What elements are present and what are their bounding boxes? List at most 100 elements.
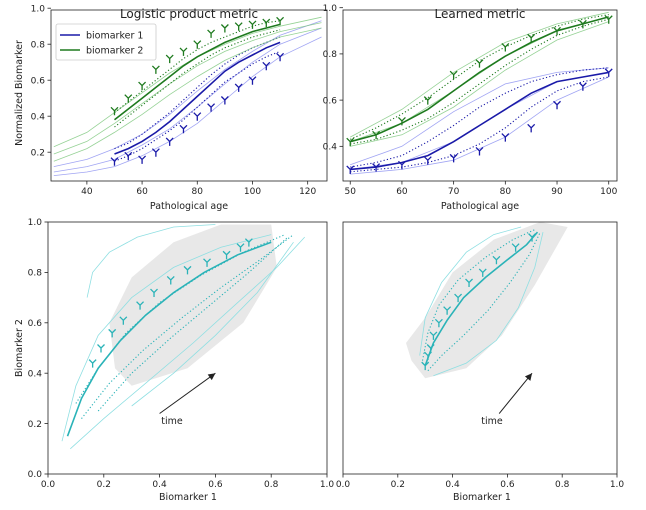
time-arrow-head	[524, 373, 533, 381]
data-marker	[423, 156, 432, 165]
dotted-curve-upper	[349, 14, 609, 140]
data-marker	[454, 293, 463, 303]
thin-trajectory-curve	[61, 234, 272, 442]
thin-trajectory-curve	[70, 236, 305, 450]
time-arrow-shaft	[159, 372, 216, 414]
band-curve	[350, 76, 609, 175]
y-tick-label: 0.8	[31, 40, 46, 50]
data-marker	[110, 157, 119, 166]
data-marker	[443, 306, 452, 315]
time-arrow-head	[207, 373, 216, 381]
data-marker	[234, 22, 243, 31]
x-tick-label: 50	[345, 187, 357, 197]
data-marker	[553, 100, 561, 110]
band-curve	[53, 27, 322, 173]
data-marker	[465, 278, 473, 287]
data-marker	[138, 155, 147, 164]
data-marker	[234, 83, 243, 92]
y-tick-label: 0.8	[28, 269, 43, 279]
y-tick-label: 0.8	[323, 50, 338, 60]
dotted-trajectory-curve	[421, 229, 536, 361]
band-curve	[350, 67, 609, 166]
dotted-curve-upper	[114, 36, 281, 150]
data-marker	[372, 163, 381, 172]
mean-line	[114, 23, 281, 121]
x-tick-label: 80	[500, 187, 512, 197]
x-tick-label: 80	[192, 187, 204, 197]
dotted-curve-lower	[350, 76, 609, 173]
data-marker	[136, 301, 145, 310]
dotted-trajectory-curve	[81, 234, 294, 419]
band-curve	[53, 27, 322, 162]
data-marker	[434, 318, 443, 328]
x-tick-label: 1.0	[610, 480, 625, 490]
data-marker	[179, 124, 188, 134]
y-tick-label: 0.6	[28, 319, 43, 329]
data-marker	[276, 52, 285, 62]
data-marker	[501, 133, 510, 142]
data-marker	[346, 137, 355, 147]
x-tick-label: 40	[81, 187, 93, 197]
y-tick-label: 0.4	[28, 369, 43, 379]
data-marker	[166, 276, 175, 285]
data-marker	[372, 130, 381, 140]
legend-label-biomarker-2: biomarker 2	[86, 46, 143, 57]
dotted-curve-lower	[350, 18, 609, 145]
data-marker	[207, 103, 216, 112]
mean-line	[349, 16, 609, 143]
data-marker	[346, 165, 355, 174]
x-tick-label: 60	[396, 187, 408, 197]
x-tick-label: 0.8	[555, 480, 570, 490]
time-arrow-shaft	[498, 372, 533, 414]
y-tick-label: 1.0	[31, 4, 46, 14]
y-tick-label: 1.0	[323, 4, 338, 14]
time-annotation: time	[161, 416, 183, 427]
x-tick-label: 60	[136, 187, 148, 197]
data-marker	[578, 19, 587, 29]
plot-area	[406, 222, 568, 414]
data-marker	[203, 258, 211, 267]
x-tick-label: 0.8	[264, 480, 279, 490]
data-marker	[222, 250, 231, 260]
axes-frame	[47, 221, 328, 475]
axes-frame	[342, 221, 618, 475]
x-tick-label: 100	[244, 187, 261, 197]
data-marker	[262, 18, 271, 28]
data-marker	[501, 43, 510, 52]
band-curve	[350, 21, 609, 147]
data-marker	[397, 160, 406, 170]
plot-area	[346, 11, 613, 175]
data-marker	[193, 40, 202, 49]
data-marker	[220, 96, 229, 105]
data-marker	[604, 68, 613, 77]
mean-trajectory	[424, 231, 539, 366]
panel-title: Learned metric	[435, 7, 526, 21]
data-marker	[423, 351, 432, 361]
data-marker	[97, 344, 105, 353]
y-tick-label: 0.4	[31, 112, 46, 122]
data-marker	[423, 96, 432, 105]
data-marker	[244, 238, 253, 247]
x-tick-label: 0.2	[391, 480, 405, 490]
dotted-trajectory-curve	[427, 231, 541, 372]
x-tick-label: 0.4	[152, 480, 167, 490]
y-tick-label: 1.0	[28, 218, 43, 228]
thin-trajectory-curve	[131, 241, 294, 407]
data-marker	[236, 243, 245, 252]
data-marker	[124, 94, 133, 103]
x-tick-label: 100	[600, 187, 617, 197]
y-tick-label: 0.2	[28, 420, 42, 430]
band-curve	[350, 11, 609, 138]
data-marker	[528, 233, 537, 242]
time-annotation: time	[481, 416, 503, 427]
data-marker	[604, 15, 613, 24]
x-axis-label: Pathological age	[150, 201, 228, 212]
thin-trajectory-curve	[86, 224, 216, 298]
data-marker	[262, 61, 271, 71]
data-marker	[276, 16, 285, 26]
x-tick-label: 70	[448, 187, 460, 197]
x-tick-label: 0.0	[336, 480, 351, 490]
x-axis-label: Biomarker 1	[159, 492, 217, 503]
thin-trajectory-curve	[433, 232, 544, 377]
